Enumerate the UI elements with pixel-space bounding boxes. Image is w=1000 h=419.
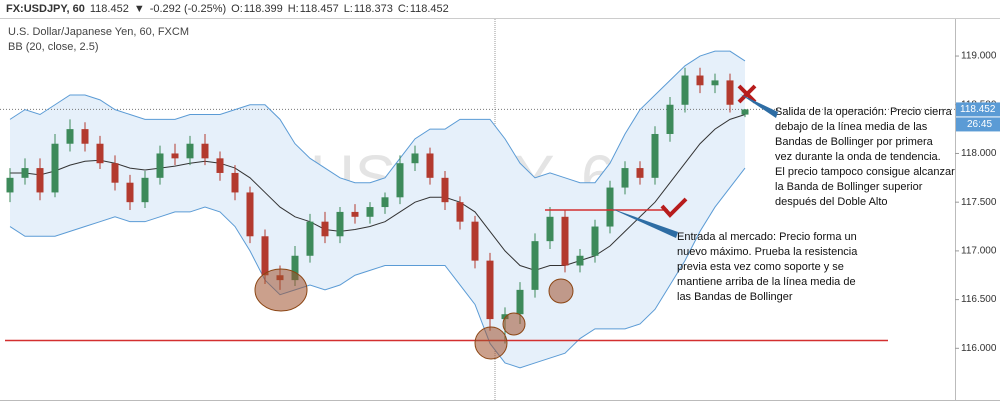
candle-body (381, 197, 389, 208)
candle-body (561, 216, 569, 266)
candle-body (156, 153, 164, 178)
candle-body (396, 163, 404, 198)
band-middle (10, 114, 746, 271)
candle-body (471, 221, 479, 261)
band-lower (9, 167, 746, 369)
candle-body (246, 192, 254, 237)
ohlc-value: 118.373 (354, 3, 393, 15)
candle-body (651, 133, 659, 178)
highlight-circle (474, 326, 508, 360)
candle-body (486, 260, 494, 320)
candle-body (606, 187, 614, 227)
ohlc-value: 118.399 (244, 3, 283, 15)
candle-body (666, 104, 674, 134)
countdown-box (956, 117, 1000, 132)
candle-body (6, 177, 14, 193)
annotation-text: las Bandas de Bollinger (677, 291, 793, 303)
annotation-text: Entrada al mercado: Precio forma un (677, 231, 857, 243)
candle-body (531, 241, 539, 290)
annotation-text: previa esta vez como soporte y se (677, 261, 844, 273)
cross-mark (737, 84, 757, 104)
annotation-text: la Banda de Bollinger superior (775, 181, 923, 193)
y-tick-label: 119.000 (961, 51, 997, 62)
candle-body (186, 143, 194, 159)
highlight-circle (254, 268, 308, 312)
y-tick-label: 117.500 (961, 197, 997, 208)
candle-body (96, 143, 104, 164)
candle-body (231, 172, 239, 193)
candle-body (291, 255, 299, 281)
annotation-text: nuevo máximo. Prueba la resistencia (677, 246, 858, 258)
ohlc-label: O: (231, 3, 243, 15)
candle-body (726, 80, 734, 105)
annotation-text: mantiene arriba de la línea media de (677, 276, 856, 288)
ohlc-label: H: (288, 3, 299, 15)
candle-body (741, 109, 749, 115)
candle-body (66, 129, 74, 144)
annotation-text: después del Doble Alto (775, 196, 888, 208)
ohlc-label: L: (344, 3, 353, 15)
check-mark (660, 197, 688, 218)
annotation-text: Salida de la operación: Precio cierra (775, 106, 953, 118)
y-tick-label: 117.000 (961, 246, 997, 257)
candle-body (591, 226, 599, 256)
candle-body (456, 202, 464, 222)
candle-body (636, 168, 644, 178)
callout-arrow (740, 94, 778, 118)
candle-body (81, 129, 89, 144)
candle-body (621, 168, 629, 188)
annotation-text: debajo de la línea media de las (775, 121, 928, 133)
ohlc-value: 118.457 (300, 3, 339, 15)
annotation-text: Bandas de Bollinger por primera (775, 136, 934, 148)
candle-body (711, 80, 719, 86)
candle-body (516, 289, 524, 315)
candle-body (681, 75, 689, 105)
chart-title: U.S. Dollar/Japanese Yen, 60, FXCM (8, 26, 189, 38)
candle-body (321, 221, 329, 237)
candle-body (261, 236, 269, 276)
band-upper (9, 50, 746, 184)
candle-body (111, 163, 119, 183)
candle-body (366, 207, 374, 217)
candle-body (411, 153, 419, 164)
candle-body (351, 211, 359, 217)
y-tick-label: 116.000 (961, 343, 997, 354)
change-arrow: ▼ (134, 3, 145, 15)
callout-arrow (610, 208, 678, 238)
candle-body (546, 216, 554, 242)
candle-body (306, 221, 314, 256)
candle-body (21, 168, 29, 178)
ohlc-value: 118.452 (410, 3, 449, 15)
last-price-box (956, 102, 1000, 117)
candle-body (36, 168, 44, 193)
annotation-text: El precio tampoco consigue alcanzar (775, 166, 955, 178)
candle-body (441, 177, 449, 203)
last-price-label: 118.452 (960, 104, 996, 115)
change: -0.292 (-0.25%) (150, 3, 226, 15)
y-tick-label: 116.500 (961, 294, 997, 305)
candle-body (501, 314, 509, 320)
candle-body (576, 255, 584, 266)
candle-body (171, 153, 179, 159)
candle-body (426, 153, 434, 178)
y-tick-label: 118.000 (961, 148, 997, 159)
price: 118.452 (90, 3, 129, 15)
symbol: FX:USDJPY, 60 (6, 3, 85, 15)
candle-body (51, 143, 59, 193)
candle-body (336, 211, 344, 237)
candle-body (201, 143, 209, 159)
candle-body (126, 182, 134, 203)
annotation-shapes (254, 84, 778, 360)
candle-body (216, 158, 224, 173)
highlight-circle (548, 278, 574, 304)
highlight-circle (502, 312, 526, 336)
candle-body (141, 177, 149, 203)
indicator-label: BB (20, close, 2.5) (8, 41, 99, 53)
annotation-text: vez durante la onda de tendencia. (775, 151, 941, 163)
ohlc-label: C: (398, 3, 409, 15)
countdown: 26:45 (967, 119, 992, 130)
candle-body (696, 75, 704, 86)
